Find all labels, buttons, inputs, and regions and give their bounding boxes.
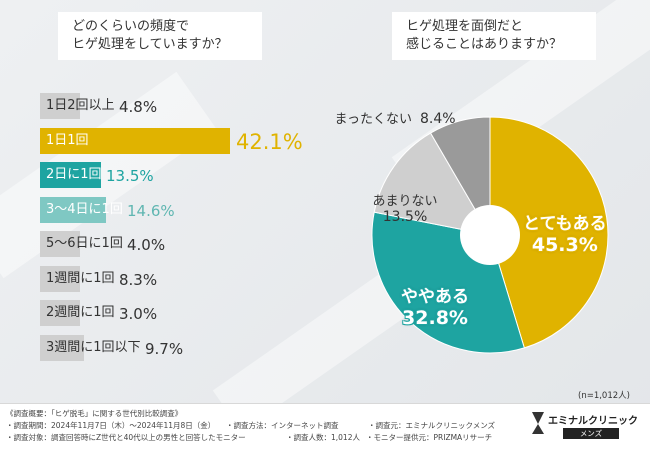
survey-method: ・調査方法：インターネット調査	[226, 421, 339, 430]
bar	[40, 162, 101, 188]
survey-organizer: ・調査元：エミナルクリニックメンズ	[368, 421, 496, 430]
bar-value-label: 3.0%	[119, 305, 158, 323]
left-title-line2: ヒゲ処理をしていますか？	[72, 37, 228, 52]
bar-category-label: 1日2回以上	[46, 98, 115, 113]
pie-category-label: ややある	[401, 286, 469, 307]
bar	[40, 334, 84, 361]
pie-value-label: 32.8%	[402, 306, 468, 329]
right-chart-title: ヒゲ処理を面倒だと 感じることはありますか？	[392, 12, 596, 60]
bar-category-label: 2週間に1回	[46, 305, 115, 320]
left-title-line1: どのくらいの頻度で	[72, 19, 190, 34]
bar-value-label: 13.5%	[106, 167, 154, 185]
bar-category-label: 1週間に1回	[46, 270, 115, 286]
pie-slice	[489, 116, 609, 349]
pie-category-label: まったくない	[334, 111, 412, 127]
survey-overview: 《調査概要：「ヒゲ脱毛」に関する世代別比較調査》	[6, 409, 183, 418]
bar	[40, 93, 80, 119]
pie-value-label: 45.3%	[531, 233, 598, 256]
right-title-line1: ヒゲ処理を面倒だと	[406, 19, 524, 34]
pie-slice-label: あまりない 13.5%	[373, 190, 438, 225]
bar	[40, 300, 80, 326]
pie-value-label: 8.4%	[419, 110, 456, 127]
pie-value-label: 13.5%	[382, 208, 428, 225]
pie-center-hole	[460, 205, 520, 265]
clinic-logo-name: エミナルクリニック	[548, 416, 638, 427]
pie-slice	[373, 132, 491, 236]
bar-value-label: 9.7%	[145, 339, 184, 358]
survey-period: ・調査期間：2024年11月7日（木）〜2024年11月8日（金）	[6, 421, 216, 430]
bar-value-label: 42.1%	[236, 129, 303, 154]
pie-category-label: とてもある	[523, 213, 607, 234]
right-title-line2: 感じることはありますか？	[406, 37, 563, 52]
bar-value-label: 14.6%	[127, 201, 175, 220]
survey-provider: ・モニター提供元：PRIZMAリサーチ	[366, 433, 493, 442]
survey-count: ・調査人数：1,012人	[286, 433, 360, 442]
bar	[40, 231, 80, 257]
bar-category-label: 3週間に1回以下	[46, 339, 141, 355]
left-chart-title: どのくらいの頻度で ヒゲ処理をしていますか？	[58, 12, 262, 60]
pie-slice-label: とてもある 45.3%	[523, 209, 607, 256]
bar-value-label: 4.0%	[127, 236, 166, 254]
bar	[40, 196, 106, 223]
sample-size: (n=1,012人)	[578, 391, 630, 401]
pie-category-label: あまりない	[372, 193, 438, 209]
bar	[40, 127, 230, 154]
bar-value-label: 4.8%	[119, 98, 158, 116]
bar-value-label: 8.3%	[119, 270, 158, 289]
bar-category-label: 5〜6日に1回	[46, 236, 123, 251]
pie-slice-label: まったくない 8.4%	[335, 108, 456, 127]
survey-target: ・調査対象：調査回答時にZ世代と40代以上の男性と回答したモニター	[6, 433, 246, 442]
footer: 《調査概要：「ヒゲ脱毛」に関する世代別比較調査》 ・調査期間：2024年11月7…	[0, 403, 650, 450]
bar-category-label: 3〜4日に1回	[46, 201, 123, 217]
bar-category-label: 2日に1回	[46, 167, 102, 182]
bar-category-label: 1日1回	[46, 132, 89, 148]
clinic-logo-icon	[532, 412, 544, 434]
pie-slice-label: ややある 32.8%	[401, 282, 469, 329]
clinic-logo-sub: メンズ	[563, 428, 619, 439]
bar	[40, 265, 80, 292]
pie-slice	[429, 116, 491, 237]
